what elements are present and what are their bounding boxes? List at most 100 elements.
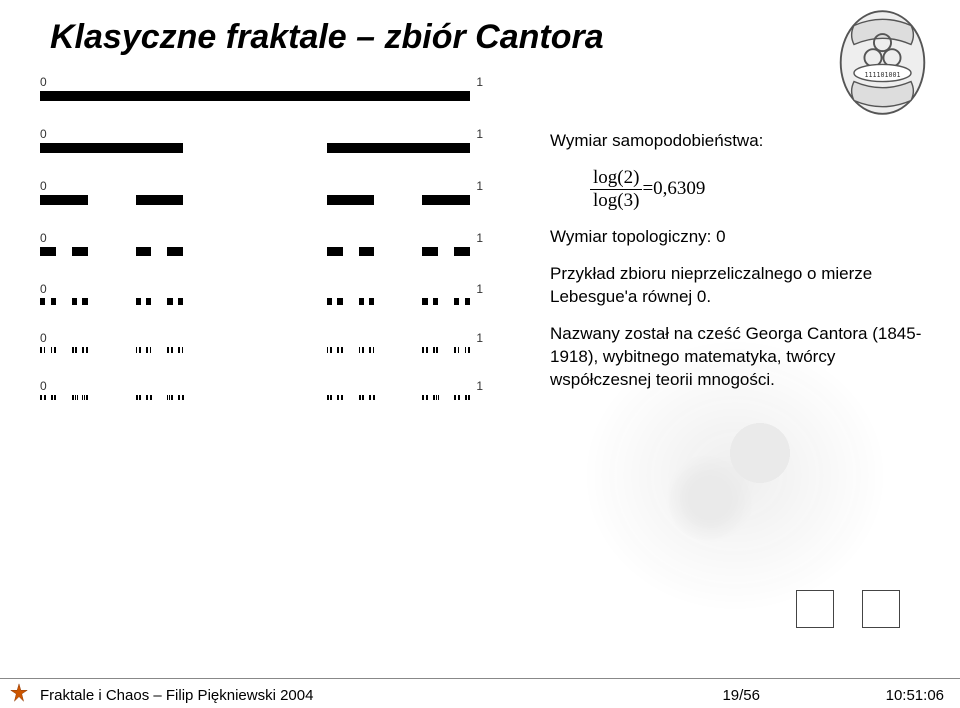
cantor-segment [178, 298, 183, 305]
slide: Klasyczne fraktale – zbiór Cantora 11110… [0, 0, 960, 708]
label-1: 1 [476, 282, 483, 296]
cantor-segment [167, 247, 183, 256]
cantor-segment [455, 395, 456, 400]
cantor-segment [86, 347, 88, 353]
cantor-segment [374, 395, 375, 400]
cantor-segment [151, 395, 152, 400]
cantor-segment [167, 347, 169, 353]
cantor-segment [51, 298, 56, 305]
cantor-segment [139, 347, 141, 353]
cantor-segment [72, 298, 77, 305]
cantor-iteration-6: 01 [40, 379, 480, 400]
cantor-segment [465, 347, 467, 353]
cantor-segment [44, 347, 46, 353]
cantor-iteration-4: 01 [40, 282, 480, 305]
cantor-segment [454, 298, 459, 305]
dimension-formula: log(2) log(3) =0,6309 [590, 167, 930, 212]
cantor-segment [40, 298, 45, 305]
cantor-segment [147, 395, 148, 400]
cantor-segment [327, 247, 343, 256]
cantor-bar [40, 91, 470, 101]
cantor-labels: 01 [40, 179, 480, 193]
cantor-segment [466, 395, 467, 400]
cantor-segment [341, 347, 343, 353]
cantor-segment [327, 195, 375, 205]
cantor-segment [136, 247, 152, 256]
cantor-segment [41, 395, 42, 400]
cantor-segment [327, 143, 470, 153]
cantor-iteration-1: 01 [40, 127, 480, 153]
label-0: 0 [40, 282, 47, 296]
cantor-bar [40, 143, 470, 153]
cantor-segment [369, 347, 371, 353]
cantor-segment [331, 395, 332, 400]
cantor-segment [77, 395, 78, 400]
cantor-segment [337, 347, 339, 353]
cantor-segment [422, 298, 427, 305]
cantor-segment [146, 347, 148, 353]
cantor-segment [337, 298, 342, 305]
box-2 [862, 590, 900, 628]
cantor-segment [150, 347, 152, 353]
cantor-segment [438, 395, 439, 400]
cantor-segment [454, 347, 456, 353]
cantor-segment [359, 347, 361, 353]
footer-page: 19/56 [722, 687, 760, 704]
cantor-segment [40, 91, 470, 101]
cantor-iteration-5: 01 [40, 331, 480, 353]
cantor-segment [136, 347, 138, 353]
cantor-segment [136, 195, 184, 205]
text-column: Wymiar samopodobieństwa: log(2) log(3) =… [550, 75, 930, 406]
placeholder-boxes [772, 590, 900, 633]
cantor-segment [183, 395, 184, 400]
cantor-segment [140, 395, 141, 400]
cantor-segment [436, 347, 438, 353]
cantor-labels: 01 [40, 282, 480, 296]
cantor-segment [169, 395, 170, 400]
label-1: 1 [476, 231, 483, 245]
cantor-labels: 01 [40, 331, 480, 345]
label-0: 0 [40, 331, 47, 345]
label-1: 1 [476, 331, 483, 345]
footer-text: Fraktale i Chaos – Filip Piękniewski 200… [40, 687, 944, 704]
cantor-segment [55, 395, 56, 400]
cantor-iteration-3: 01 [40, 231, 480, 256]
label-1: 1 [476, 127, 483, 141]
cantor-segment [167, 298, 172, 305]
cantor-diagram: 01010101010101 [40, 75, 480, 426]
cantor-segment [469, 395, 470, 400]
cantor-segment [330, 347, 332, 353]
cantor-segment [179, 395, 180, 400]
cantor-segment [82, 298, 87, 305]
cantor-segment [137, 395, 138, 400]
cantor-segment [51, 347, 53, 353]
formula-denominator: log(3) [590, 190, 642, 212]
cantor-segment [328, 395, 329, 400]
cantor-segment [171, 347, 173, 353]
cantor-segment [459, 395, 460, 400]
cantor-segment [40, 347, 42, 353]
cantor-segment [178, 347, 180, 353]
label-0: 0 [40, 231, 47, 245]
footer: Fraktale i Chaos – Filip Piękniewski 200… [0, 678, 960, 708]
cantor-bar [40, 247, 470, 256]
box-1 [796, 590, 834, 628]
cantor-segment [52, 395, 53, 400]
cantor-segment [422, 195, 470, 205]
cantor-segment [359, 247, 375, 256]
cantor-segment [363, 395, 364, 400]
content-area: 01010101010101 Wymiar samopodobieństwa: … [40, 75, 930, 426]
cantor-segment [423, 395, 424, 400]
label-1: 1 [476, 379, 483, 393]
cantor-bar [40, 195, 470, 205]
cantor-segment [422, 247, 438, 256]
cantor-segment [84, 395, 85, 400]
cantor-segment [434, 395, 435, 400]
cantor-segment [54, 347, 56, 353]
cantor-bar [40, 298, 470, 305]
footer-icon [8, 682, 30, 704]
cantor-segment [370, 395, 371, 400]
label-1: 1 [476, 75, 483, 89]
cantor-segment [73, 395, 74, 400]
cantor-bar [40, 395, 470, 400]
